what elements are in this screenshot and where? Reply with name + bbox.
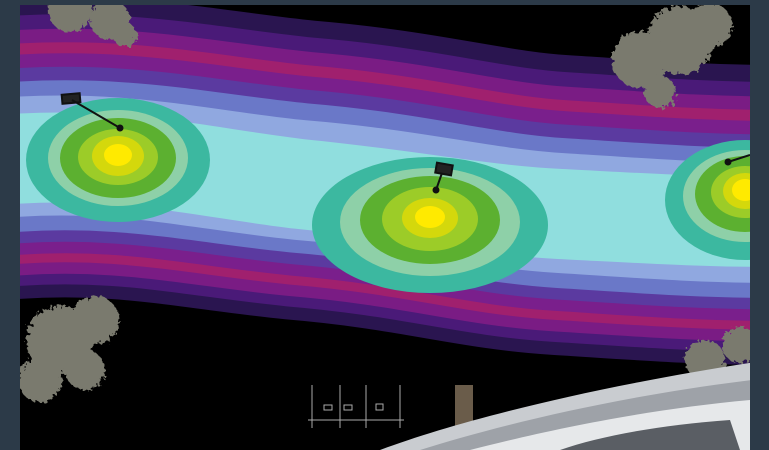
tree <box>20 296 119 402</box>
lamp-head <box>434 161 454 177</box>
tree <box>48 5 137 47</box>
lamp-base <box>116 124 124 132</box>
light-pool <box>665 140 750 260</box>
lamp-arm <box>71 99 121 129</box>
tree <box>612 5 732 108</box>
lamp-base <box>432 186 440 194</box>
light-pool <box>312 157 548 293</box>
lamp-base <box>724 158 732 166</box>
trees <box>20 5 750 402</box>
light-poles <box>60 92 750 194</box>
lamp-arm <box>727 154 750 163</box>
vehicle <box>380 362 750 450</box>
light-pool <box>26 98 210 222</box>
bench <box>308 385 404 428</box>
